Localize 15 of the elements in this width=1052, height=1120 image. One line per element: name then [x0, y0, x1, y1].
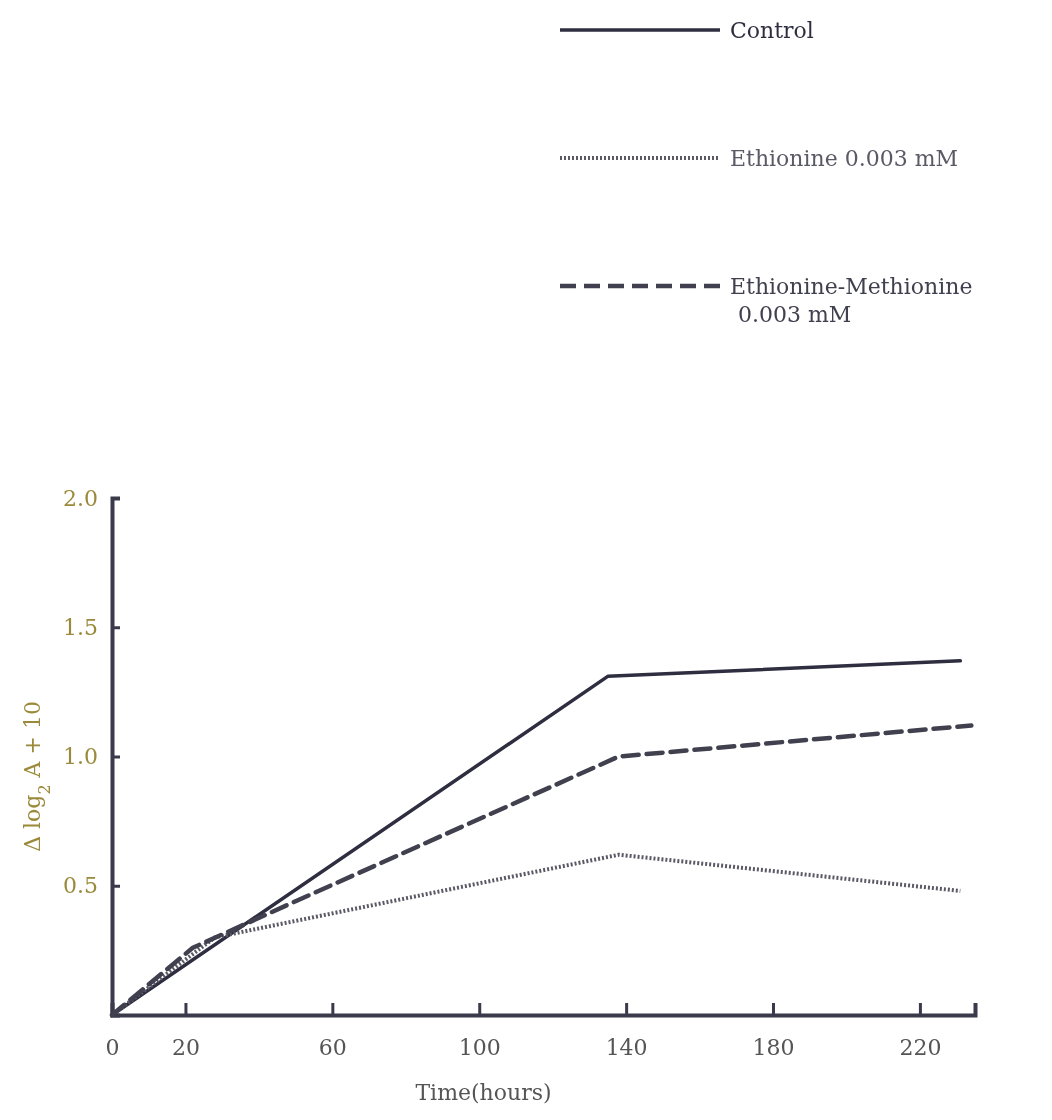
text: Ethionine 0.003 mM	[730, 146, 959, 171]
y-tick-label: 2.0	[63, 485, 98, 511]
x-tick-label: 0	[105, 1034, 120, 1060]
x-tick-label: 20	[171, 1034, 200, 1060]
y-tick-label: 0.5	[63, 873, 98, 899]
x-tick-label: 180	[752, 1034, 795, 1060]
x-tick-label: 100	[458, 1034, 501, 1060]
text: Control	[730, 18, 814, 43]
text: Ethionine-Methionine 0.003 mM	[730, 274, 973, 327]
x-axis-title: Time(hours)	[415, 1080, 552, 1105]
x-tick-label: 60	[318, 1034, 347, 1060]
x-tick-label: 140	[605, 1034, 648, 1060]
y-tick-label: 1.0	[63, 744, 98, 770]
x-tick-label: 220	[899, 1034, 942, 1060]
y-tick-label: 1.5	[63, 614, 98, 640]
